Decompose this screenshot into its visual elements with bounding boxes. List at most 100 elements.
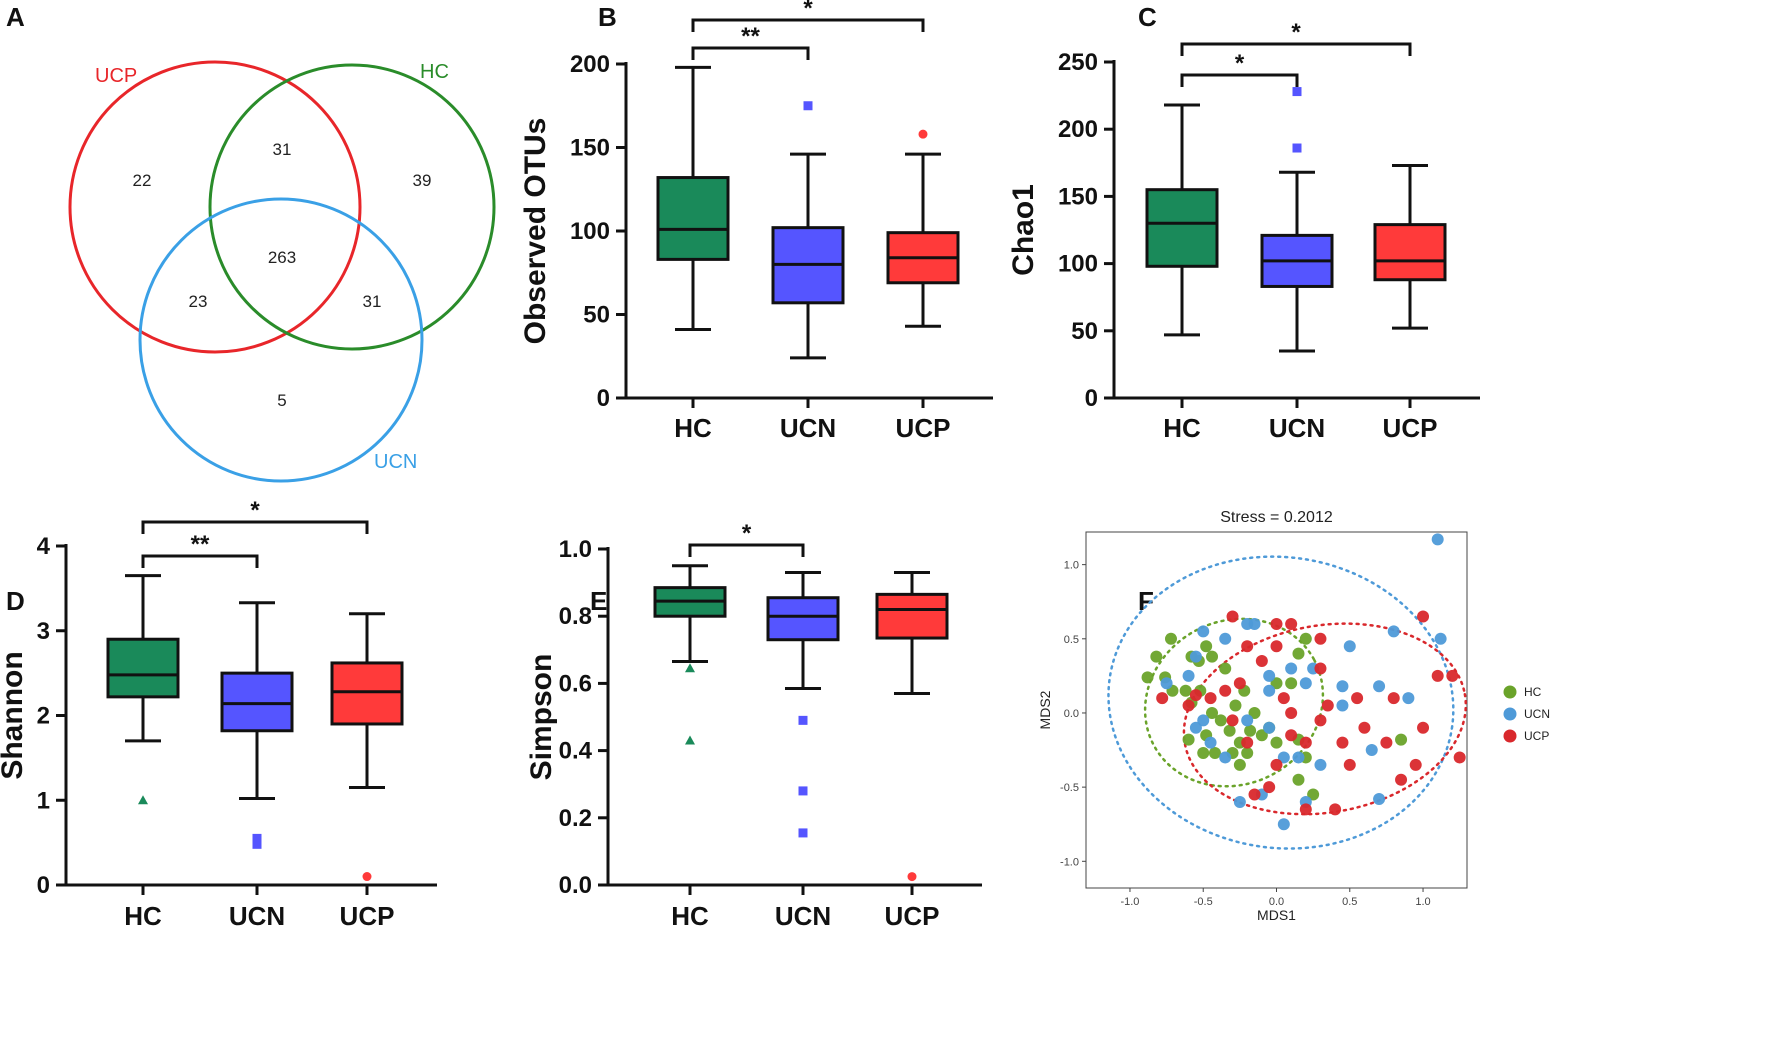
point-ucn	[1182, 669, 1195, 682]
point-hc	[1197, 747, 1210, 760]
point-ucn	[1219, 632, 1232, 645]
x-tick-label: UCN	[780, 413, 836, 443]
point-ucp	[1299, 736, 1312, 749]
point-hc	[1233, 758, 1246, 771]
point-ucn	[1285, 662, 1298, 675]
box-hc	[106, 637, 180, 699]
point-ucn	[1263, 684, 1276, 697]
point-ucn	[1373, 793, 1386, 805]
point-ucn	[1233, 795, 1246, 808]
venn-count-hc-only: 39	[413, 171, 432, 190]
point-ucn	[1219, 751, 1232, 764]
panel-label-c: C	[1138, 2, 1157, 32]
venn-count-ucn-only: 5	[277, 391, 286, 410]
x-tick-label: -0.5	[1194, 896, 1213, 908]
x-tick-label: UCP	[340, 901, 395, 931]
point-ucp	[1417, 721, 1430, 734]
y-tick-label: 100	[570, 218, 610, 245]
y-tick-label: 150	[570, 135, 610, 162]
legend-label-ucn: UCN	[1524, 707, 1550, 721]
point-ucn	[1189, 721, 1202, 734]
venn-label-ucp: UCP	[95, 65, 137, 87]
outlier-point	[252, 839, 262, 849]
venn-count-hc-ucn: 31	[363, 292, 382, 311]
point-ucp	[1299, 803, 1312, 816]
point-ucp	[1321, 699, 1334, 712]
x-axis-label: MDS1	[1257, 907, 1296, 923]
point-ucp	[1241, 736, 1254, 749]
legend-marker-ucp	[1503, 729, 1517, 743]
point-hc	[1206, 706, 1219, 719]
significance-label: **	[741, 23, 760, 50]
point-ucp	[1270, 640, 1283, 653]
point-hc	[1292, 773, 1305, 786]
point-hc	[1164, 632, 1177, 645]
outlier-point	[907, 872, 917, 882]
point-ucp	[1248, 788, 1261, 801]
box-ucn	[220, 671, 294, 733]
significance-label: *	[803, 0, 813, 22]
x-tick-label: UCN	[1269, 413, 1325, 443]
y-tick-label: 2	[37, 703, 50, 730]
x-tick-label: HC	[671, 901, 709, 931]
outlier-point	[252, 833, 262, 843]
point-ucn	[1204, 736, 1217, 749]
point-hc	[1270, 736, 1283, 749]
point-hc	[1206, 650, 1219, 663]
legend-marker-ucn	[1503, 707, 1517, 721]
outlier-point	[798, 828, 808, 838]
venn-label-ucn: UCN	[374, 451, 417, 473]
box-ucp	[1373, 223, 1447, 282]
y-tick-label: 0.2	[559, 805, 592, 832]
point-ucn	[1373, 680, 1386, 693]
legend-marker-hc	[1503, 685, 1517, 699]
x-tick-label: UCN	[775, 901, 831, 931]
point-ucp	[1336, 736, 1349, 749]
x-tick-label: HC	[1163, 413, 1201, 443]
y-tick-label: 0	[1085, 385, 1098, 412]
point-ucp	[1417, 610, 1430, 623]
y-axis-label: Observed OTUs	[519, 118, 552, 345]
y-tick-label: 0.8	[559, 603, 592, 630]
point-ucn	[1189, 650, 1202, 663]
outlier-point	[798, 715, 808, 725]
y-tick-label: 3	[37, 618, 50, 645]
x-tick-label: 0.0	[1269, 896, 1284, 908]
y-axis-label: Simpson	[525, 654, 558, 781]
significance-label: **	[191, 531, 210, 558]
y-tick-label: -1.0	[1060, 856, 1079, 868]
point-ucn	[1387, 625, 1400, 638]
point-hc	[1229, 699, 1242, 712]
point-ucn	[1402, 692, 1415, 705]
x-tick-label: UCP	[885, 901, 940, 931]
point-hc	[1248, 706, 1261, 719]
point-hc	[1292, 647, 1305, 660]
y-tick-label: 0.5	[1064, 634, 1079, 646]
point-ucp	[1270, 617, 1283, 630]
outlier-point	[803, 101, 813, 111]
point-ucp	[1226, 610, 1239, 623]
significance-label: *	[1291, 19, 1301, 46]
point-ucp	[1343, 758, 1356, 771]
point-ucn	[1197, 625, 1210, 638]
point-hc	[1200, 640, 1213, 653]
box-plot-simpson: 0.0 0.2 0.4 0.6 0.8 1.0 HC UCN UCP Simpson *	[525, 520, 982, 931]
point-ucn	[1241, 714, 1254, 727]
point-ucp	[1358, 721, 1371, 734]
venn-circle-hc	[208, 63, 496, 351]
outlier-point	[1292, 87, 1302, 97]
point-hc	[1241, 747, 1254, 760]
point-hc	[1179, 684, 1192, 697]
y-tick-label: 0.4	[559, 738, 593, 765]
outlier-point	[798, 786, 808, 796]
panel-label-d: D	[6, 586, 25, 616]
point-ucp	[1351, 692, 1364, 705]
significance-label: *	[250, 497, 260, 524]
point-ucp	[1314, 714, 1327, 727]
point-ucn	[1336, 680, 1349, 693]
y-tick-label: 150	[1058, 183, 1098, 210]
y-tick-label: 200	[570, 51, 610, 78]
point-ucp	[1277, 692, 1290, 705]
venn-count-ucp-ucn: 23	[189, 292, 208, 311]
